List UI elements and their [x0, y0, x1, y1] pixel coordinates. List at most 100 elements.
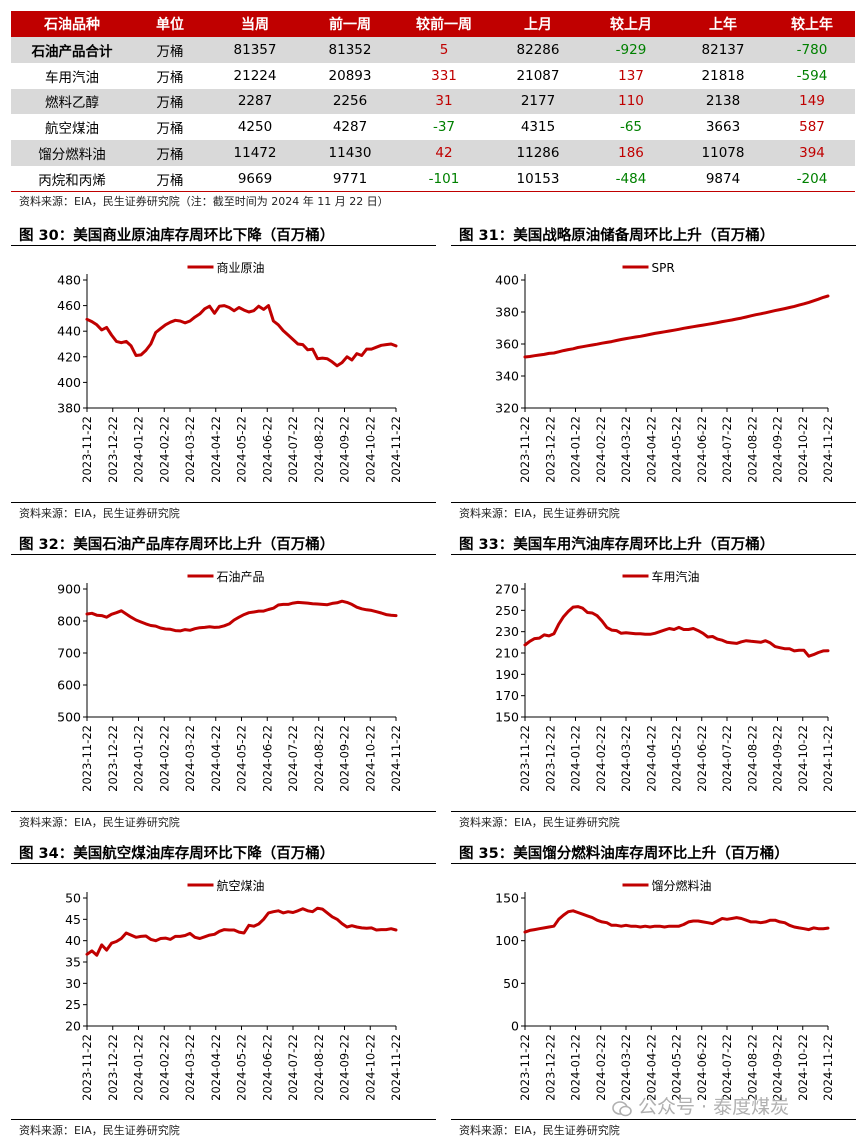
chart-30-source: 资料来源：EIA，民生证券研究院	[19, 507, 180, 520]
table-cell: -65	[619, 119, 643, 136]
y-tick-label: 800	[57, 614, 81, 629]
y-tick-label: 320	[495, 401, 519, 416]
table-cell: 81357	[207, 37, 303, 63]
figure-31-title: 图 31：美国战略原油储备周环比上升（百万桶）	[459, 228, 775, 244]
table-cell-name: 燃料乙醇	[11, 88, 133, 115]
y-tick-label: 50	[65, 891, 81, 906]
x-tick-label: 2024-01-22	[132, 1034, 146, 1101]
x-tick-label: 2024-05-22	[670, 416, 684, 483]
x-tick-label: 2024-03-22	[619, 1034, 633, 1101]
table-cell: 11472	[207, 140, 303, 166]
table-row: 车用汽油 万桶 21224 20893 331 21087 137 21818 -594	[11, 63, 855, 89]
legend-label: 商业原油	[217, 260, 265, 275]
divider	[11, 863, 436, 864]
x-tick-label: 2024-09-22	[338, 725, 352, 792]
x-tick-label: 2024-09-22	[771, 416, 785, 483]
divider	[11, 502, 436, 503]
chart-distillate-fuel: 馏分燃料油 0 50 100 150 2023-11-22 2023-12-22 2024-0…	[451, 870, 856, 1118]
y-tick-label: 270	[495, 582, 519, 597]
divider	[451, 1119, 856, 1120]
x-tick-label: 2024-09-22	[338, 416, 352, 483]
figure-34-title: 图 34：美国航空煤油库存周环比下降（百万桶）	[19, 846, 335, 862]
y-tick-label: 400	[495, 273, 519, 288]
x-tick-label: 2024-11-22	[821, 416, 835, 483]
chart-svg: 车用汽油 150 170 190 210 230 250 270 2023-11-22 2023-…	[495, 569, 835, 792]
table-cell: 21818	[701, 67, 745, 84]
table-cell: 万桶	[133, 140, 207, 166]
chart-motor-gasoline: 车用汽油 150 170 190 210 230 250 270 2023-11-22 2023-…	[451, 561, 856, 809]
x-tick-label: 2024-07-22	[720, 1034, 734, 1101]
y-tick-label: 100	[495, 933, 519, 948]
table-cell: 81352	[303, 37, 397, 63]
y-tick-label: 460	[57, 298, 81, 313]
divider	[11, 811, 436, 812]
table-cell: 11430	[303, 140, 397, 166]
table-cell: -101	[397, 165, 491, 193]
x-tick-label: 2024-04-22	[644, 416, 658, 483]
table-cell: 11286	[491, 140, 585, 166]
x-tick-label: 2024-02-22	[594, 416, 608, 483]
chart-petroleum-products: 石油产品 500 600 700 800 900 2023-11-22 2023-12-22 2…	[11, 561, 436, 809]
chart-32-source: 资料来源：EIA，民生证券研究院	[19, 816, 180, 829]
x-tick-label: 2024-10-22	[363, 416, 377, 483]
series-line	[523, 605, 830, 658]
figure-35-title: 图 35：美国馏分燃料油库存周环比上升（百万桶）	[459, 846, 789, 862]
y-tick-label: 500	[57, 710, 81, 725]
table-header-cell: 较上年	[769, 11, 855, 37]
x-tick-label: 2024-08-22	[312, 1034, 326, 1101]
x-tick-label: 2024-10-22	[796, 725, 810, 792]
legend-label: 馏分燃料油	[652, 878, 712, 893]
table-cell: 9669	[207, 165, 303, 193]
x-tick-label: 2024-05-22	[235, 725, 249, 792]
table-row: 燃料乙醇 万桶 2287 2256 31 2177 110 2138 149	[11, 88, 855, 115]
table-cell: 10153	[491, 165, 585, 193]
y-tick-label: 45	[65, 912, 81, 927]
table-cell: 4250	[237, 119, 273, 136]
y-tick-label: 50	[503, 976, 519, 991]
x-tick-label: 2024-06-22	[695, 725, 709, 792]
table-row: 丙烷和丙烯 万桶 9669 9771 -101 10153 -484 9874 -204	[11, 165, 855, 193]
table-cell: -780	[769, 37, 855, 63]
table-cell: -929	[585, 37, 677, 63]
table-cell-name: 车用汽油	[45, 69, 99, 86]
table-cell: 587	[799, 119, 825, 136]
series-line	[523, 294, 830, 359]
x-tick-label: 2024-06-22	[260, 725, 274, 792]
x-tick-label: 2024-03-22	[619, 725, 633, 792]
x-tick-label: 2024-09-22	[771, 1034, 785, 1101]
y-tick-label: 210	[495, 646, 519, 661]
x-tick-label: 2024-05-22	[670, 725, 684, 792]
table-cell: 20893	[328, 67, 372, 84]
table-cell: 186	[585, 140, 677, 166]
divider	[451, 863, 856, 864]
table-cell: -204	[769, 165, 855, 193]
table-cell-name: 石油产品合计	[11, 37, 133, 63]
table-header-cell: 石油品种	[11, 11, 133, 37]
table-row: 石油产品合计 万桶 81357 81352 5 82286 -929 82137 -780	[11, 37, 855, 63]
x-tick-label: 2024-10-22	[363, 725, 377, 792]
table-header-cell: 较上月	[585, 11, 677, 37]
divider	[451, 502, 856, 503]
divider	[451, 554, 856, 555]
table-cell: 149	[769, 88, 855, 115]
x-tick-label: 2023-11-22	[518, 1034, 532, 1101]
x-tick-label: 2024-06-22	[260, 416, 274, 483]
x-tick-label: 2023-11-22	[80, 725, 94, 792]
table-cell: 万桶	[156, 69, 184, 86]
y-tick-label: 25	[65, 997, 81, 1012]
x-tick-label: 2024-04-22	[209, 416, 223, 483]
x-tick-label: 2024-11-22	[389, 416, 403, 483]
table-source-note: 资料来源：EIA，民生证券研究院（注：截至时间为 2024 年 11 月 22 …	[19, 195, 389, 208]
table-header-cell: 前一周	[303, 11, 397, 37]
divider	[451, 245, 856, 246]
table-cell: 110	[585, 88, 677, 115]
y-tick-label: 420	[57, 349, 81, 364]
table-body: 石油产品合计 万桶 81357 81352 5 82286 -929 82137 -780 车用汽…	[11, 37, 855, 193]
x-tick-label: 2024-05-22	[235, 416, 249, 483]
y-tick-label: 150	[495, 710, 519, 725]
table-cell: 2287	[207, 88, 303, 115]
table-cell: 331	[431, 67, 457, 84]
divider	[451, 811, 856, 812]
table-header-cell: 较前一周	[397, 11, 491, 37]
y-tick-label: 0	[511, 1019, 519, 1034]
